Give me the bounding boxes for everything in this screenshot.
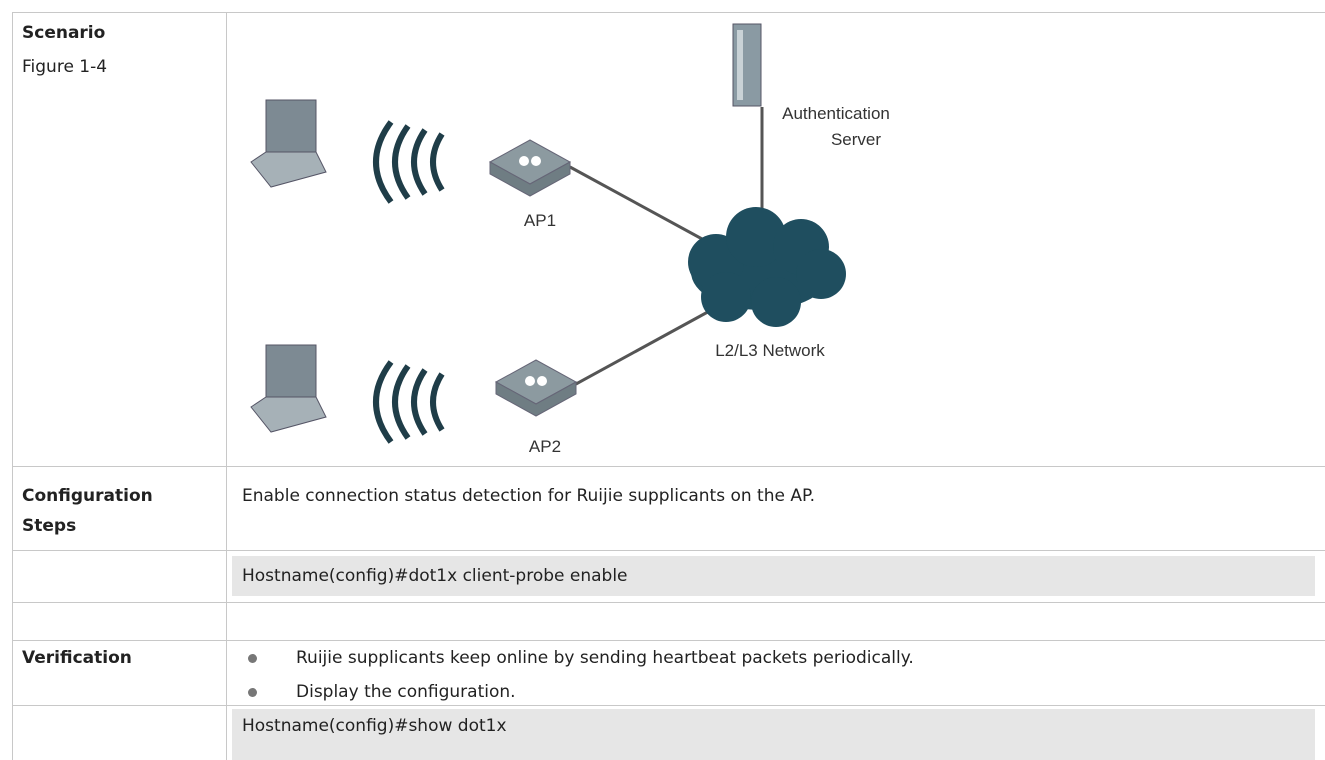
row-label: Configuration Steps — [22, 486, 153, 536]
rule — [12, 12, 1325, 13]
rule — [12, 12, 13, 760]
node-label: AP2 — [529, 437, 561, 456]
node-label: L2/L3 Network — [715, 341, 825, 360]
rule — [12, 602, 1325, 603]
figure-label: Figure 1-4 — [22, 57, 108, 77]
node-label: Server — [831, 130, 881, 149]
rule — [12, 705, 1325, 706]
bullet-text: Display the configuration. — [296, 682, 516, 702]
step-text: Enable connection status detection for R… — [242, 486, 815, 506]
node-label: AP1 — [524, 211, 556, 230]
bullet — [248, 654, 257, 663]
rule — [12, 550, 1325, 551]
rule — [12, 640, 1325, 641]
row-label: Verification — [22, 648, 132, 668]
code: Hostname(config)#dot1x client-probe enab… — [232, 556, 1315, 596]
code: Hostname(config)#show dot1x — [232, 709, 1315, 760]
rule — [12, 466, 1325, 467]
bullet — [248, 688, 257, 697]
diagram: Authentication Server AP1 AP2 L2/L3 Netw… — [250, 23, 890, 456]
row-label: Scenario — [22, 23, 106, 43]
node-label: Authentication — [782, 104, 890, 123]
rule — [226, 12, 227, 760]
bullet-text: Ruijie supplicants keep online by sendin… — [296, 648, 914, 668]
